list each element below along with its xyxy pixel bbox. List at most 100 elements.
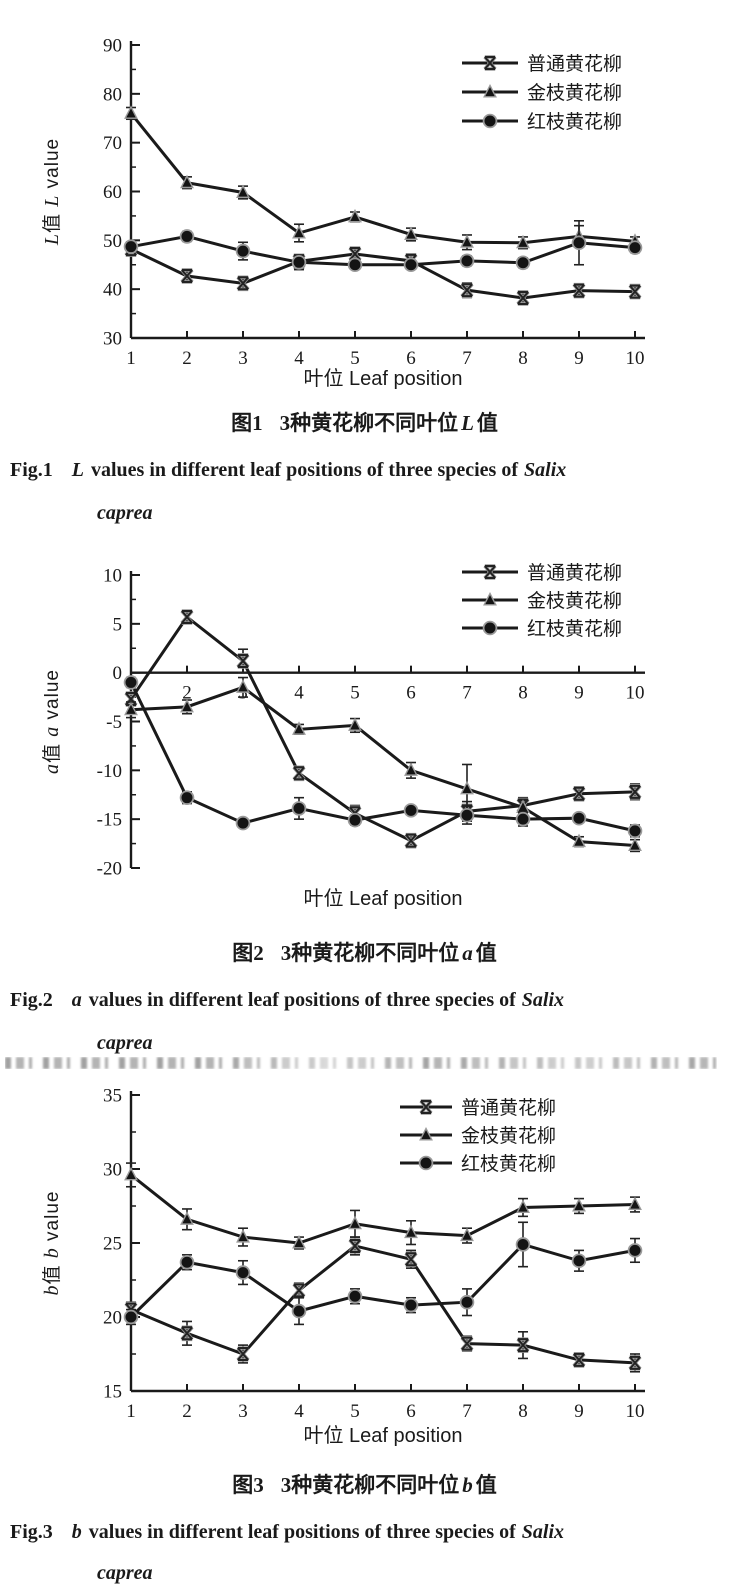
triangle-marker-icon [292,721,306,735]
x-tick-label: 7 [462,683,472,704]
y-tick-label: -5 [106,712,122,733]
circle-marker-icon [123,675,139,690]
triangle-marker-icon [348,1215,362,1230]
y-tick-label: 15 [103,1382,122,1403]
x-tick-label: 9 [574,683,584,704]
x-tick-label: 5 [350,683,360,704]
figure-2-caption-zh-variable: a [462,941,473,965]
series-line [130,685,636,848]
series-triangle [124,1162,642,1250]
circle-marker-icon [459,253,475,269]
figure-3-caption-en-genus: Salix [521,1521,565,1543]
circle-marker-icon [515,255,531,271]
x-tick-label: 7 [462,1401,472,1422]
circle-marker-icon [179,229,195,244]
circle-marker-icon [123,239,139,254]
circle-marker-icon [459,807,475,823]
triangle-marker-icon [236,679,250,693]
circle-marker-icon [347,257,363,273]
legend-label: 红枝黄花柳 [527,111,622,133]
x-tick-label: 8 [518,1401,528,1422]
triangle-marker-icon [483,591,497,606]
circle-marker-icon [347,812,363,828]
y-tick-label: -20 [97,859,122,880]
triangle-marker-icon [348,717,362,731]
y-tick-label: 50 [103,231,122,252]
x-tick-label: 1 [126,348,136,369]
triangle-marker-icon [236,184,250,198]
chart-figure-1-l-values: 30 40 50 60 70 80 90 1 2 3 4 5 6 7 8 9 10 普通黄花柳金枝黄花柳红枝黄花柳… [41,36,645,390]
figure-1-caption-zh: 图1 3种黄花柳不同叶位 L 值 [0,408,729,438]
figure-1-number-en: Fig.1 [10,459,53,481]
triangle-marker-icon [348,208,362,223]
legend-label: 金枝黄花柳 [461,1125,556,1147]
figure-2-caption-en: Fig.2 a values in different leaf positions… [10,986,724,1014]
series-line [130,1244,636,1365]
triangle-marker-icon [572,833,586,848]
triangle-marker-icon [483,83,497,98]
triangle-marker-icon [404,226,418,240]
series-line [129,1242,636,1319]
y-axis-title: L值 L value [41,138,63,246]
figure-1-caption-en-line2: caprea [97,502,153,524]
figure-3-caption-en-variable: b [71,1521,82,1543]
series-line [130,247,636,300]
circle-marker-icon [291,1303,307,1319]
y-tick-label: 70 [103,133,122,154]
circle-marker-icon [291,801,307,816]
figure-1-caption-en-genus: Salix [524,459,567,481]
circle-marker-icon [179,1254,195,1270]
y-axis-title: b值 b value [41,1191,63,1296]
y-tick-label: 40 [103,280,122,301]
triangle-marker-icon [124,701,138,716]
x-tick-label: 2 [182,683,192,704]
x-tick-label: 3 [238,348,248,369]
x-axis: 1 2 3 4 5 6 7 8 9 10 [126,331,645,369]
x-axis-title: 叶位 Leaf position [304,367,463,390]
figure-3-caption-zh-variable: b [462,1473,473,1497]
legend-label: 红枝黄花柳 [461,1153,556,1175]
legend-label: 金枝黄花柳 [527,82,622,104]
circle-marker-icon [235,815,251,831]
triangle-marker-icon [180,1211,194,1225]
figure-2-number-en: Fig.2 [10,989,53,1011]
circle-marker-icon [627,823,643,839]
series-line [129,681,636,833]
scan-noise-band [5,1057,717,1069]
series-line [130,234,636,267]
circle-marker-icon [571,235,587,251]
circle-marker-icon [627,240,643,255]
y-axis: 30 40 50 60 70 80 90 [103,36,140,350]
triangle-marker-icon [180,698,194,713]
figure-2-caption-zh-text: 3种黄花柳不同叶位 [280,941,460,965]
triangle-marker-icon [628,1196,642,1211]
figure-1-caption-zh-variable: L [461,411,474,435]
x-tick-label: 6 [406,1401,416,1422]
circle-marker-icon [418,1155,434,1171]
legend-label: 普通黄花柳 [527,562,622,584]
x-tick-label: 10 [626,348,645,369]
circle-marker-icon [515,811,531,827]
y-tick-label: 0 [113,663,123,684]
y-tick-label: 30 [103,1160,122,1181]
y-tick-label: 10 [103,566,122,587]
figure-3-number-en: Fig.3 [10,1521,53,1543]
figure-3-caption-en-text: values in different leaf positions of th… [88,1521,516,1543]
y-tick-label: 5 [113,614,123,635]
triangle-marker-icon [516,234,530,249]
circle-marker-icon [123,1309,139,1325]
series-x [124,609,642,849]
chart-figure-2-a-values: -20-15-10-505102345678910普通黄花柳金枝黄花柳红枝黄花柳… [41,562,645,910]
legend-label: 红枝黄花柳 [527,618,622,640]
triangle-marker-icon [124,1166,138,1181]
x-axis: 1 2 3 4 5 6 7 8 9 10 [126,1384,645,1422]
series-x [124,1236,642,1373]
triangle-marker-icon [180,174,194,189]
figure-2-caption-zh-suffix: 值 [475,941,497,965]
